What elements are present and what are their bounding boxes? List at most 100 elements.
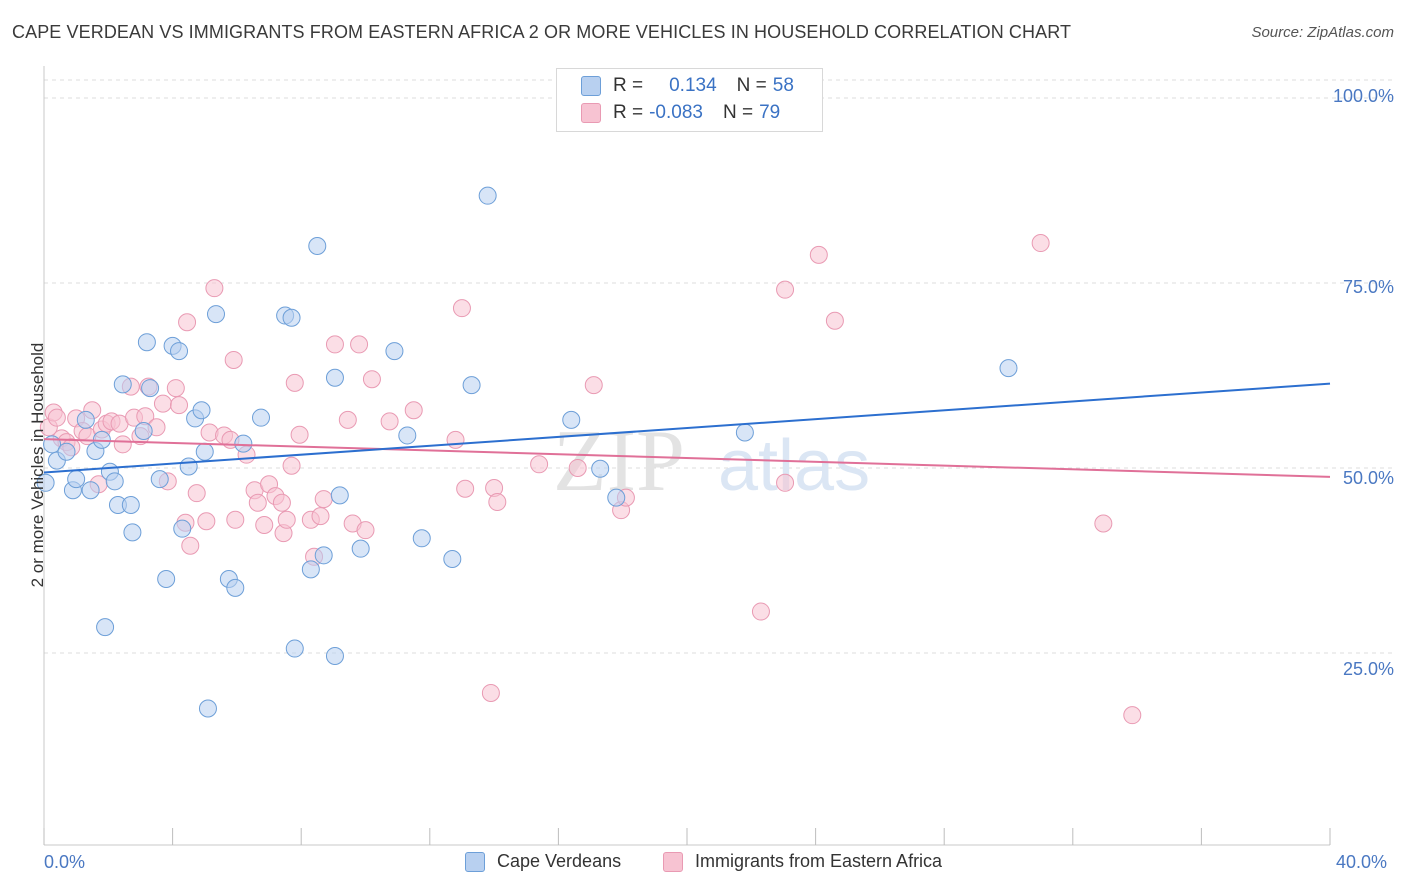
data-point-cape-verdeans: [607, 488, 626, 507]
data-point-immigrants: [170, 396, 189, 415]
legend-swatch-pink: [581, 103, 601, 123]
data-point-immigrants: [452, 299, 471, 318]
legend-r-value: -0.083: [649, 102, 703, 123]
data-point-cape-verdeans: [385, 342, 404, 361]
chart-title: CAPE VERDEAN VS IMMIGRANTS FROM EASTERN …: [12, 22, 1072, 42]
data-point-cape-verdeans: [157, 570, 176, 588]
x-tick-min: 0.0%: [44, 852, 86, 872]
y-tick-100: 100.0%: [1332, 86, 1394, 106]
data-point-cape-verdeans: [195, 442, 214, 461]
data-point-cape-verdeans: [121, 496, 140, 514]
data-point-immigrants: [776, 473, 795, 492]
y-axis-label: 2 or more Vehicles in Household: [28, 342, 47, 588]
legend-label-cape-verdeans: Cape Verdeans: [497, 851, 622, 871]
data-point-cape-verdeans: [170, 342, 189, 361]
data-point-immigrants: [224, 350, 243, 369]
data-point-cape-verdeans: [735, 423, 754, 442]
data-point-immigrants: [362, 370, 381, 389]
data-point-immigrants: [751, 602, 770, 621]
data-point-cape-verdeans: [173, 519, 192, 538]
legend-n-value: 58: [772, 75, 794, 96]
data-point-cape-verdeans: [308, 237, 327, 255]
data-point-cape-verdeans: [412, 529, 431, 548]
data-point-immigrants: [248, 493, 267, 512]
data-point-cape-verdeans: [252, 408, 271, 427]
data-point-immigrants: [153, 394, 172, 413]
legend-r-label: R =: [613, 75, 644, 96]
data-point-immigrants: [530, 455, 549, 474]
legend-n-label: N =: [736, 75, 767, 96]
data-point-cape-verdeans: [234, 434, 253, 453]
data-point-cape-verdeans: [96, 618, 115, 637]
data-point-immigrants: [272, 493, 291, 512]
data-point-cape-verdeans: [325, 368, 344, 387]
trend-line-cape-verdeans: [43, 382, 1331, 474]
legend-row-immigrants: R = -0.083 N = 79: [581, 100, 780, 126]
legend-swatch-blue: [465, 851, 485, 872]
data-point-cape-verdeans: [282, 308, 301, 327]
data-point-cape-verdeans: [301, 560, 320, 579]
data-point-cape-verdeans: [67, 470, 86, 489]
data-point-cape-verdeans: [137, 333, 156, 352]
data-point-immigrants: [568, 459, 587, 477]
legend-r-label: R =: [613, 102, 644, 123]
data-point-immigrants: [776, 280, 795, 299]
axes: [43, 66, 1331, 846]
data-point-cape-verdeans: [198, 699, 217, 718]
legend-item-cape-verdeans: Cape Verdeans: [465, 851, 621, 872]
data-point-cape-verdeans: [478, 186, 497, 205]
data-point-cape-verdeans: [398, 426, 417, 445]
data-point-cape-verdeans: [325, 646, 344, 665]
legend-label-immigrants: Immigrants from Eastern Africa: [695, 851, 943, 871]
series-cape-verdeans: [36, 186, 1018, 718]
data-point-immigrants: [825, 311, 844, 330]
y-tick-25: 25.0%: [1342, 659, 1394, 679]
data-point-immigrants: [205, 279, 224, 298]
data-point-immigrants: [181, 536, 200, 555]
correlation-legend: R = 0.134 N = 58 R = -0.083 N = 79: [556, 68, 823, 132]
legend-n-value: 79: [759, 102, 781, 123]
data-point-cape-verdeans: [105, 472, 124, 491]
legend-item-immigrants: Immigrants from Eastern Africa: [663, 851, 942, 872]
data-point-cape-verdeans: [999, 359, 1018, 378]
data-point-cape-verdeans: [192, 401, 211, 420]
data-point-immigrants: [1123, 706, 1142, 725]
data-point-immigrants: [197, 512, 216, 531]
data-point-immigrants: [350, 335, 369, 354]
data-point-immigrants: [277, 510, 296, 529]
data-point-cape-verdeans: [141, 379, 160, 398]
data-point-cape-verdeans: [462, 376, 481, 395]
source-credit: Source: ZipAtlas.com: [1251, 24, 1394, 41]
data-point-immigrants: [356, 521, 375, 540]
y-tick-75: 75.0%: [1342, 277, 1394, 297]
y-tick-50: 50.0%: [1342, 468, 1394, 488]
data-point-immigrants: [404, 401, 423, 420]
data-point-cape-verdeans: [134, 422, 153, 440]
data-point-immigrants: [584, 376, 603, 395]
gridlines: [44, 79, 1395, 654]
data-point-immigrants: [187, 484, 206, 503]
data-point-cape-verdeans: [150, 470, 169, 489]
data-point-cape-verdeans: [36, 473, 55, 492]
data-point-immigrants: [325, 335, 344, 354]
data-point-immigrants: [380, 412, 399, 431]
data-point-cape-verdeans: [123, 523, 142, 542]
data-point-immigrants: [338, 410, 357, 429]
data-point-immigrants: [809, 245, 828, 264]
data-point-immigrants: [166, 379, 185, 398]
data-point-cape-verdeans: [81, 481, 100, 500]
data-point-immigrants: [488, 493, 507, 512]
data-point-immigrants: [446, 430, 465, 449]
data-point-cape-verdeans: [207, 305, 226, 324]
data-point-cape-verdeans: [179, 457, 198, 476]
data-point-immigrants: [282, 456, 301, 475]
data-point-cape-verdeans: [57, 442, 76, 461]
data-point-immigrants: [290, 425, 309, 444]
data-point-immigrants: [226, 510, 245, 529]
legend-swatch-blue: [581, 76, 601, 96]
data-point-immigrants: [1094, 514, 1113, 533]
data-point-immigrants: [255, 515, 274, 534]
data-point-cape-verdeans: [113, 375, 132, 394]
data-point-immigrants: [113, 435, 132, 454]
data-point-cape-verdeans: [314, 546, 333, 565]
